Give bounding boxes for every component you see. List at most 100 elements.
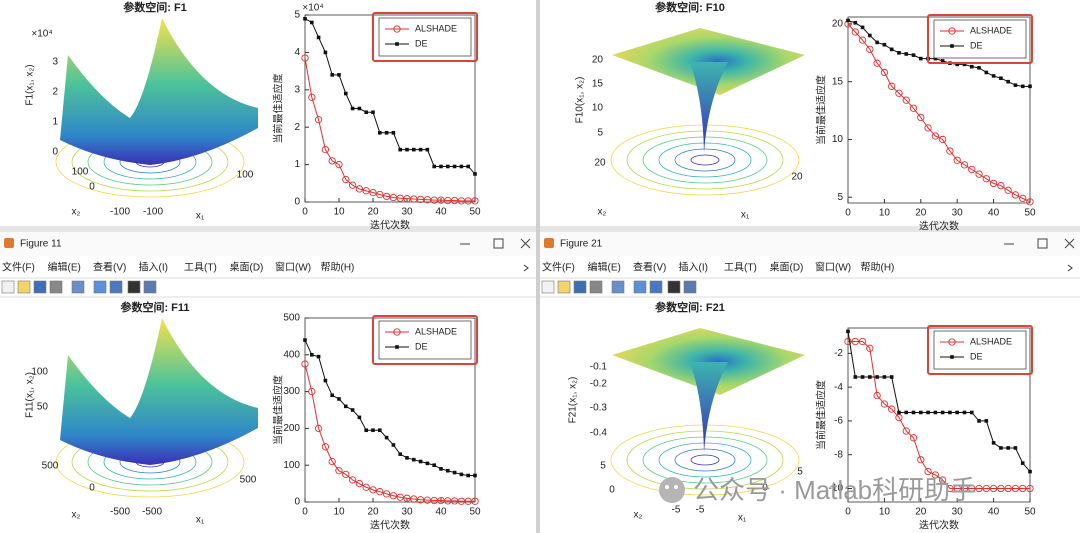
menu-item[interactable]: 帮助(H) xyxy=(861,261,895,274)
legend-label: DE xyxy=(415,341,428,351)
toolbar-button[interactable] xyxy=(667,280,681,294)
menu-item[interactable]: 文件(F) xyxy=(2,261,35,274)
legend xyxy=(378,320,472,360)
data-point xyxy=(982,484,990,493)
toolbar-button[interactable] xyxy=(71,280,85,294)
x-tick-label: -500 xyxy=(142,507,162,518)
toolbar-button[interactable] xyxy=(633,280,647,294)
surface-title: 参数空间: F21 xyxy=(655,300,725,314)
legend-marker xyxy=(950,44,954,48)
data-point xyxy=(880,68,889,77)
window-icon xyxy=(4,238,14,248)
menu-item[interactable]: 窗口(W) xyxy=(275,261,311,274)
toolbar-button[interactable] xyxy=(541,280,555,294)
menu-item[interactable]: 编辑(E) xyxy=(588,261,621,274)
data-point xyxy=(969,410,974,415)
data-point xyxy=(369,486,377,494)
maximize-button[interactable] xyxy=(1037,238,1048,249)
toolbar-button[interactable] xyxy=(649,280,663,294)
data-point xyxy=(909,104,918,112)
y-tick-label: 100 xyxy=(283,460,300,471)
data-point xyxy=(946,484,954,493)
y-tick-label: 4 xyxy=(294,47,300,58)
close-button[interactable] xyxy=(1064,238,1075,249)
menu-item[interactable]: 窗口(W) xyxy=(815,261,851,274)
data-point xyxy=(405,147,409,152)
x-tick-label: 10 xyxy=(333,507,345,518)
data-point xyxy=(873,391,881,400)
legend-label: DE xyxy=(970,40,983,50)
data-point xyxy=(851,28,859,36)
legend-label: ALSHADE xyxy=(970,25,1012,35)
toolbar-button[interactable] xyxy=(573,280,587,294)
toolbar-button[interactable] xyxy=(589,280,603,294)
data-point xyxy=(860,25,865,30)
menu-item[interactable]: 查看(V) xyxy=(93,261,126,274)
data-point xyxy=(371,110,375,115)
data-point xyxy=(1026,198,1034,206)
data-point xyxy=(328,457,336,466)
y-tick-label: 2 xyxy=(294,122,300,133)
data-point xyxy=(953,156,961,164)
toolbar-button[interactable] xyxy=(557,280,571,294)
toolbar-button[interactable] xyxy=(109,280,123,294)
series-line xyxy=(847,23,1031,203)
data-point xyxy=(846,18,850,23)
data-point xyxy=(369,188,377,197)
menu-item[interactable]: 查看(V) xyxy=(633,261,666,274)
toolbar-button[interactable] xyxy=(127,280,141,294)
x-tick-label: 500 xyxy=(240,475,257,486)
menu-item[interactable]: 桌面(D) xyxy=(770,261,804,274)
data-point xyxy=(459,472,464,477)
close-button[interactable] xyxy=(520,238,531,249)
menu-item[interactable]: 桌面(D) xyxy=(230,261,264,274)
y-tick-label: 200 xyxy=(283,423,300,434)
data-point xyxy=(342,175,350,184)
data-point xyxy=(946,147,954,155)
data-point xyxy=(931,132,940,140)
data-point xyxy=(904,52,909,56)
data-point xyxy=(917,456,925,464)
toolbar-button[interactable] xyxy=(17,280,31,294)
legend-label: DE xyxy=(970,351,983,361)
z-tick-label: 10 xyxy=(592,103,604,114)
z-tick-label: 15 xyxy=(592,79,604,90)
menu-item[interactable]: 工具(T) xyxy=(184,262,217,274)
toolbar-button[interactable] xyxy=(683,280,697,294)
x-tick-label: 20 xyxy=(915,507,927,518)
y-tick-label: 0 xyxy=(294,197,300,208)
data-point xyxy=(975,484,983,493)
toolbar-button[interactable] xyxy=(611,280,625,294)
toolbar-button[interactable] xyxy=(93,280,107,294)
data-point xyxy=(410,495,418,503)
toolbar-button[interactable] xyxy=(49,280,63,294)
y-exponent: ×10⁴ xyxy=(302,3,323,14)
menu-item[interactable]: 文件(F) xyxy=(542,261,575,274)
data-point xyxy=(371,428,375,433)
data-point xyxy=(466,473,470,478)
y-tick-label: 0 xyxy=(89,182,95,193)
surface-funnel xyxy=(690,62,728,152)
window-title: Figure 21 xyxy=(560,239,603,250)
menu-item[interactable]: 插入(I) xyxy=(679,261,708,274)
contour-line xyxy=(690,454,720,466)
toolbar-button[interactable] xyxy=(1,280,15,294)
menu-item[interactable]: 编辑(E) xyxy=(48,261,81,274)
menu-item[interactable]: 工具(T) xyxy=(724,262,757,274)
x-axis-label: x₁ xyxy=(196,211,205,222)
data-point xyxy=(452,470,457,475)
toolbar-button[interactable] xyxy=(33,280,47,294)
menu-item[interactable]: 插入(I) xyxy=(139,261,168,274)
maximize-button[interactable] xyxy=(493,238,504,249)
menu-item[interactable]: 帮助(H) xyxy=(321,261,355,274)
data-point xyxy=(882,375,887,379)
toolbar-button[interactable] xyxy=(143,280,157,294)
data-point xyxy=(853,375,858,379)
contour-line xyxy=(658,142,752,178)
data-point xyxy=(999,76,1003,81)
data-point xyxy=(355,185,364,193)
y-axis-label: 当前最佳适应度 xyxy=(815,380,828,450)
data-point xyxy=(316,354,321,359)
x-tick-label: 10 xyxy=(879,208,891,219)
